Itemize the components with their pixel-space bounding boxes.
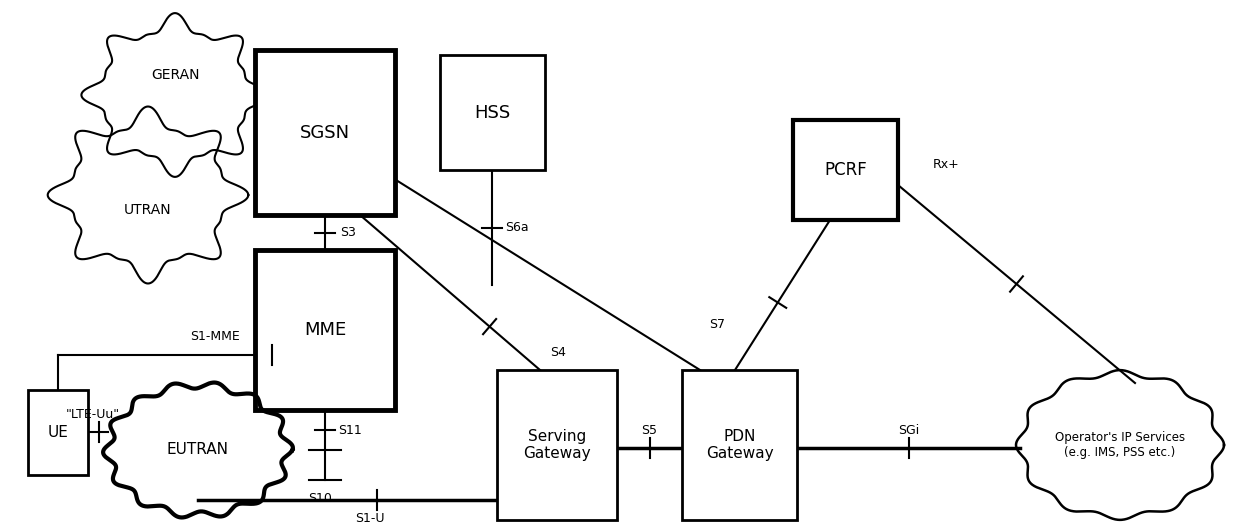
Text: S10: S10	[308, 492, 332, 504]
Text: S5: S5	[641, 424, 657, 436]
Text: SGSN: SGSN	[300, 124, 350, 141]
Text: Serving
Gateway: Serving Gateway	[523, 429, 590, 461]
Bar	[682, 370, 797, 520]
Text: EUTRAN: EUTRAN	[167, 442, 229, 458]
Bar	[255, 50, 396, 215]
Text: S7: S7	[709, 319, 725, 331]
Text: MME: MME	[304, 321, 346, 339]
Text: HSS: HSS	[475, 104, 511, 122]
Text: S6a: S6a	[505, 221, 528, 234]
Text: Operator's IP Services
(e.g. IMS, PSS etc.): Operator's IP Services (e.g. IMS, PSS et…	[1055, 431, 1185, 459]
Text: S1-MME: S1-MME	[190, 330, 241, 344]
Bar	[255, 250, 396, 410]
Text: GERAN: GERAN	[151, 68, 200, 82]
Text: S3: S3	[340, 226, 356, 239]
Bar	[29, 390, 88, 475]
Text: S11: S11	[339, 424, 362, 436]
Text: S1-U: S1-U	[355, 511, 384, 525]
Text: SGi: SGi	[898, 424, 919, 436]
Text: PCRF: PCRF	[825, 161, 867, 179]
Text: Rx+: Rx+	[932, 158, 960, 172]
Text: "LTE-Uu": "LTE-Uu"	[66, 407, 120, 421]
Text: UTRAN: UTRAN	[124, 203, 172, 217]
Text: PDN
Gateway: PDN Gateway	[706, 429, 774, 461]
Bar	[440, 55, 546, 170]
Text: UE: UE	[47, 425, 68, 440]
Text: S4: S4	[551, 346, 565, 358]
Bar	[497, 370, 618, 520]
Bar	[794, 120, 898, 220]
